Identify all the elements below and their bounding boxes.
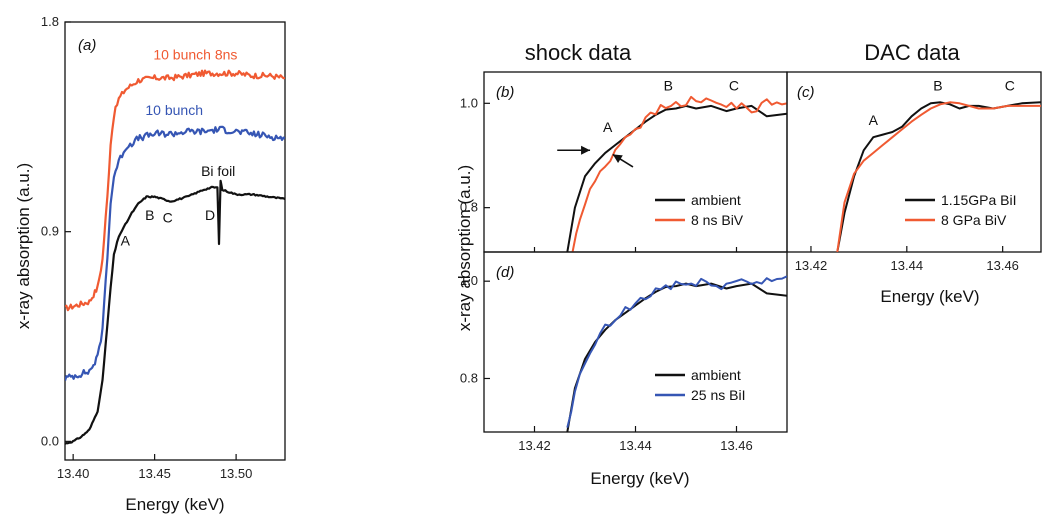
- panel-b-arrowhead: [612, 154, 623, 164]
- panel-c-annotation: A: [869, 112, 879, 128]
- panel-b-ytick-label: 0.8: [460, 200, 478, 215]
- panel-a-frame: [64, 21, 286, 461]
- panel-b-arrowhead: [581, 145, 591, 155]
- panel-b-annotation: A: [603, 119, 613, 135]
- heading-shock-data: shock data: [525, 40, 632, 65]
- panel-d: 0.8 1.0 13.42 13.44 13.46 (d) ambient 25 ns BiI: [460, 251, 788, 453]
- panel-c-annotation: C: [1005, 77, 1015, 93]
- panel-a-annotation: C: [163, 209, 173, 225]
- panel-c-xtick-label: 13.42: [795, 258, 828, 273]
- panel-b-annotation: B: [664, 77, 673, 93]
- panel-c-frame: [786, 71, 1042, 253]
- panel-a-series-black-line: [65, 179, 285, 445]
- panel-a-annotation: A: [121, 233, 131, 249]
- panel-a-ytick-label: 0.9: [41, 224, 59, 239]
- panel-a-series-red-line: [65, 69, 285, 312]
- panel-c-xtick-label: 13.44: [891, 258, 924, 273]
- panel-a-annotation: B: [145, 207, 154, 223]
- panel-d-xlabel: Energy (keV): [590, 469, 689, 488]
- panel-a-series-label: 10 bunch 8ns: [153, 46, 237, 62]
- panel-d-xtick-label: 13.46: [720, 438, 753, 453]
- panel-a-series-blue-line: [65, 125, 285, 381]
- panel-a-xtick-label: 13.45: [138, 466, 171, 481]
- panel-a-series-label: Bi foil: [201, 163, 235, 179]
- panel-b-label: (b): [496, 84, 514, 101]
- panel-a-ytick-label: 1.8: [41, 14, 59, 29]
- panel-c-label: (c): [797, 84, 815, 101]
- panel-b-annotation: C: [729, 77, 739, 93]
- panel-a-xtick-label: 13.40: [57, 466, 90, 481]
- panel-a-xlabel: Energy (keV): [125, 495, 224, 514]
- panel-a-annotation: D: [205, 207, 215, 223]
- panel-b-series-red-line: [571, 95, 787, 252]
- panel-c: 13.42 13.44 13.46 (c) A B C 1.15GPa BiI 8 GPa Bi…: [786, 71, 1042, 273]
- panel-d-xtick-label: 13.44: [619, 438, 652, 453]
- panel-c-xtick-label: 13.46: [986, 258, 1019, 273]
- panel-a: 0.0 0.9 1.8 13.40 13.45 13.50 (a) 10 bunch 8ns 1…: [41, 14, 286, 481]
- panel-b-series-black-line: [566, 104, 787, 252]
- panel-d-xtick-label: 13.42: [518, 438, 551, 453]
- panel-c-annotation: B: [933, 77, 942, 93]
- panel-a-ytick-label: 0.0: [41, 433, 59, 448]
- panel-c-xlabel: Energy (keV): [880, 287, 979, 306]
- panel-a-series-label: 10 bunch: [145, 102, 203, 118]
- panel-c-legend-label: 1.15GPa BiI: [941, 192, 1017, 208]
- panel-b-legend-label: ambient: [691, 192, 741, 208]
- panel-c-series-red-line: [836, 101, 1041, 252]
- panel-a-xtick-label: 13.50: [220, 466, 253, 481]
- heading-dac-data: DAC data: [864, 40, 960, 65]
- panel-d-legend-label: 25 ns BiI: [691, 387, 745, 403]
- panel-a-ylabel: x-ray absorption (a.u.): [14, 163, 33, 329]
- panel-bd-ylabel: x-ray absorption (a.u.): [455, 165, 474, 331]
- panel-d-label: (d): [496, 264, 514, 281]
- panel-d-series-black-line: [566, 282, 787, 432]
- panel-d-series-blue-line: [566, 275, 787, 428]
- panel-b-legend-label: 8 ns BiV: [691, 212, 744, 228]
- panel-d-ytick-label: 0.8: [460, 370, 478, 385]
- panel-c-legend-label: 8 GPa BiV: [941, 212, 1007, 228]
- panel-d-legend-label: ambient: [691, 367, 741, 383]
- panel-d-ytick-label: 1.0: [460, 273, 478, 288]
- panel-a-label: (a): [78, 37, 96, 54]
- panel-b-ytick-label: 1.0: [460, 95, 478, 110]
